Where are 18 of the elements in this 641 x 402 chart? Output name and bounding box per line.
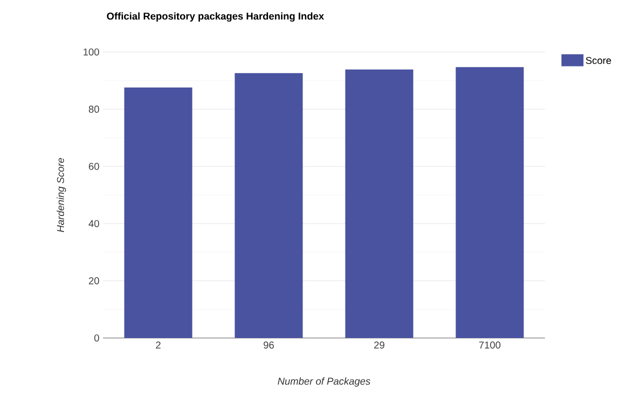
x-tick-label: 96	[264, 342, 274, 349]
x-tick-label: 7100	[479, 342, 500, 349]
y-tick-label: 60	[88, 162, 100, 170]
x-tick-label: 2	[156, 342, 161, 348]
bar	[456, 67, 524, 338]
x-axis-title: Number of Packages	[278, 377, 370, 387]
chart-title: Official Repository packages Hardening Index	[106, 12, 324, 22]
y-tick-label: 0	[94, 334, 100, 342]
bar	[234, 73, 303, 338]
y-axis-title: Hardening Score	[56, 158, 66, 232]
legend-label: Score	[586, 56, 612, 64]
x-tick-label: 29	[374, 342, 384, 349]
y-tick-label: 100	[84, 48, 100, 56]
y-tick-label: 20	[88, 277, 100, 284]
bar	[345, 69, 414, 338]
y-tick-label: 40	[88, 220, 100, 228]
bar	[124, 87, 192, 338]
y-tick-label: 80	[88, 106, 100, 113]
